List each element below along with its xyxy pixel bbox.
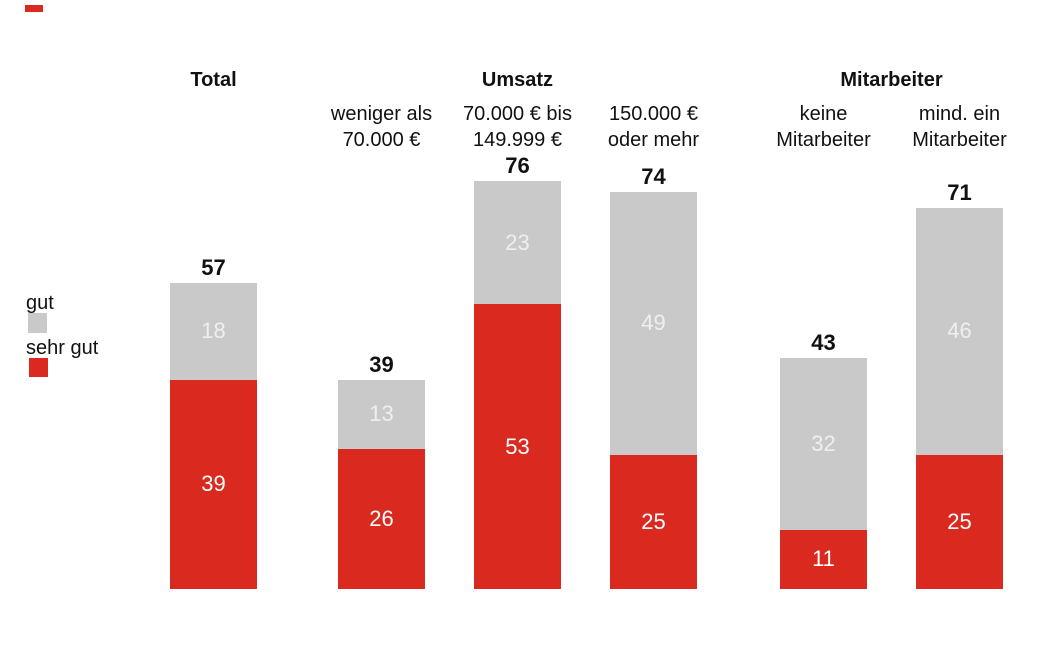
group-header: Total bbox=[190, 69, 237, 91]
category-label-line: keine bbox=[799, 103, 848, 125]
segment-gut-value: 18 bbox=[201, 318, 226, 344]
bar-total-label: 43 bbox=[811, 330, 836, 356]
segment-gut: 49 bbox=[610, 191, 697, 455]
segment-gut: 23 bbox=[474, 180, 561, 305]
segment-gut: 46 bbox=[916, 207, 1003, 455]
segment-sehr-gut-value: 11 bbox=[812, 546, 835, 572]
category-label-line: 70.000 € bis bbox=[463, 103, 572, 125]
bar-total-label: 74 bbox=[641, 163, 666, 189]
stacked-bar: 13 26 bbox=[338, 379, 425, 589]
segment-gut: 18 bbox=[170, 282, 257, 380]
segment-sehr-gut: 25 bbox=[610, 454, 697, 589]
category-label-line: 70.000 € bbox=[342, 129, 421, 151]
segment-sehr-gut: 26 bbox=[338, 449, 425, 589]
legend-swatch-sehr-gut-icon bbox=[29, 358, 48, 377]
segment-sehr-gut-value: 53 bbox=[505, 433, 530, 459]
stacked-bar: 23 53 bbox=[474, 180, 561, 589]
category-label-line: weniger als bbox=[330, 103, 433, 125]
bar-total-label: 71 bbox=[947, 179, 972, 205]
stacked-bar: 49 25 bbox=[610, 191, 697, 589]
category-label: keine Mitarbeiter bbox=[714, 101, 934, 153]
category-label: 150.000 € oder mehr bbox=[544, 101, 764, 153]
segment-gut-value: 49 bbox=[641, 310, 666, 336]
category-label-line: Mitarbeiter bbox=[776, 129, 871, 151]
category-label-line: mind. ein bbox=[918, 103, 1001, 125]
segment-gut-value: 13 bbox=[369, 401, 394, 427]
legend-swatch-gut-icon bbox=[28, 313, 47, 333]
bar-total-label: 76 bbox=[505, 152, 530, 178]
red-dash-mark bbox=[25, 5, 43, 12]
segment-sehr-gut: 53 bbox=[474, 304, 561, 589]
bar-total-label: 39 bbox=[369, 351, 394, 377]
stacked-bar: 18 39 bbox=[170, 282, 257, 589]
bar-total-label: 57 bbox=[201, 254, 226, 280]
segment-sehr-gut-value: 25 bbox=[641, 508, 666, 534]
segment-sehr-gut-value: 26 bbox=[369, 506, 394, 532]
segment-gut: 32 bbox=[780, 358, 867, 530]
category-label-line: 150.000 € bbox=[609, 103, 698, 125]
category-label-line: Mitarbeiter bbox=[912, 129, 1007, 151]
category-label-line: oder mehr bbox=[607, 129, 700, 151]
segment-sehr-gut: 25 bbox=[916, 454, 1003, 589]
segment-gut-value: 32 bbox=[811, 430, 836, 456]
group-header: Umsatz bbox=[481, 69, 554, 91]
stacked-bar: 32 11 bbox=[780, 358, 867, 589]
category-label: weniger als 70.000 € bbox=[272, 101, 492, 153]
segment-gut-value: 23 bbox=[505, 229, 530, 255]
segment-sehr-gut-value: 39 bbox=[201, 471, 226, 497]
segment-gut: 13 bbox=[338, 379, 425, 450]
category-label: mind. ein Mitarbeiter bbox=[850, 101, 1052, 153]
segment-sehr-gut: 11 bbox=[780, 529, 867, 589]
group-header: Mitarbeiter bbox=[840, 69, 943, 91]
category-label: 70.000 € bis 149.999 € bbox=[408, 101, 628, 153]
legend-label-gut: gut bbox=[26, 292, 54, 314]
segment-sehr-gut: 39 bbox=[170, 379, 257, 589]
segment-sehr-gut-value: 25 bbox=[947, 508, 972, 534]
legend-label-sehr-gut: sehr gut bbox=[26, 337, 99, 359]
segment-gut-value: 46 bbox=[947, 318, 972, 344]
category-label-line: 149.999 € bbox=[473, 129, 562, 151]
stacked-bar: 46 25 bbox=[916, 207, 1003, 589]
